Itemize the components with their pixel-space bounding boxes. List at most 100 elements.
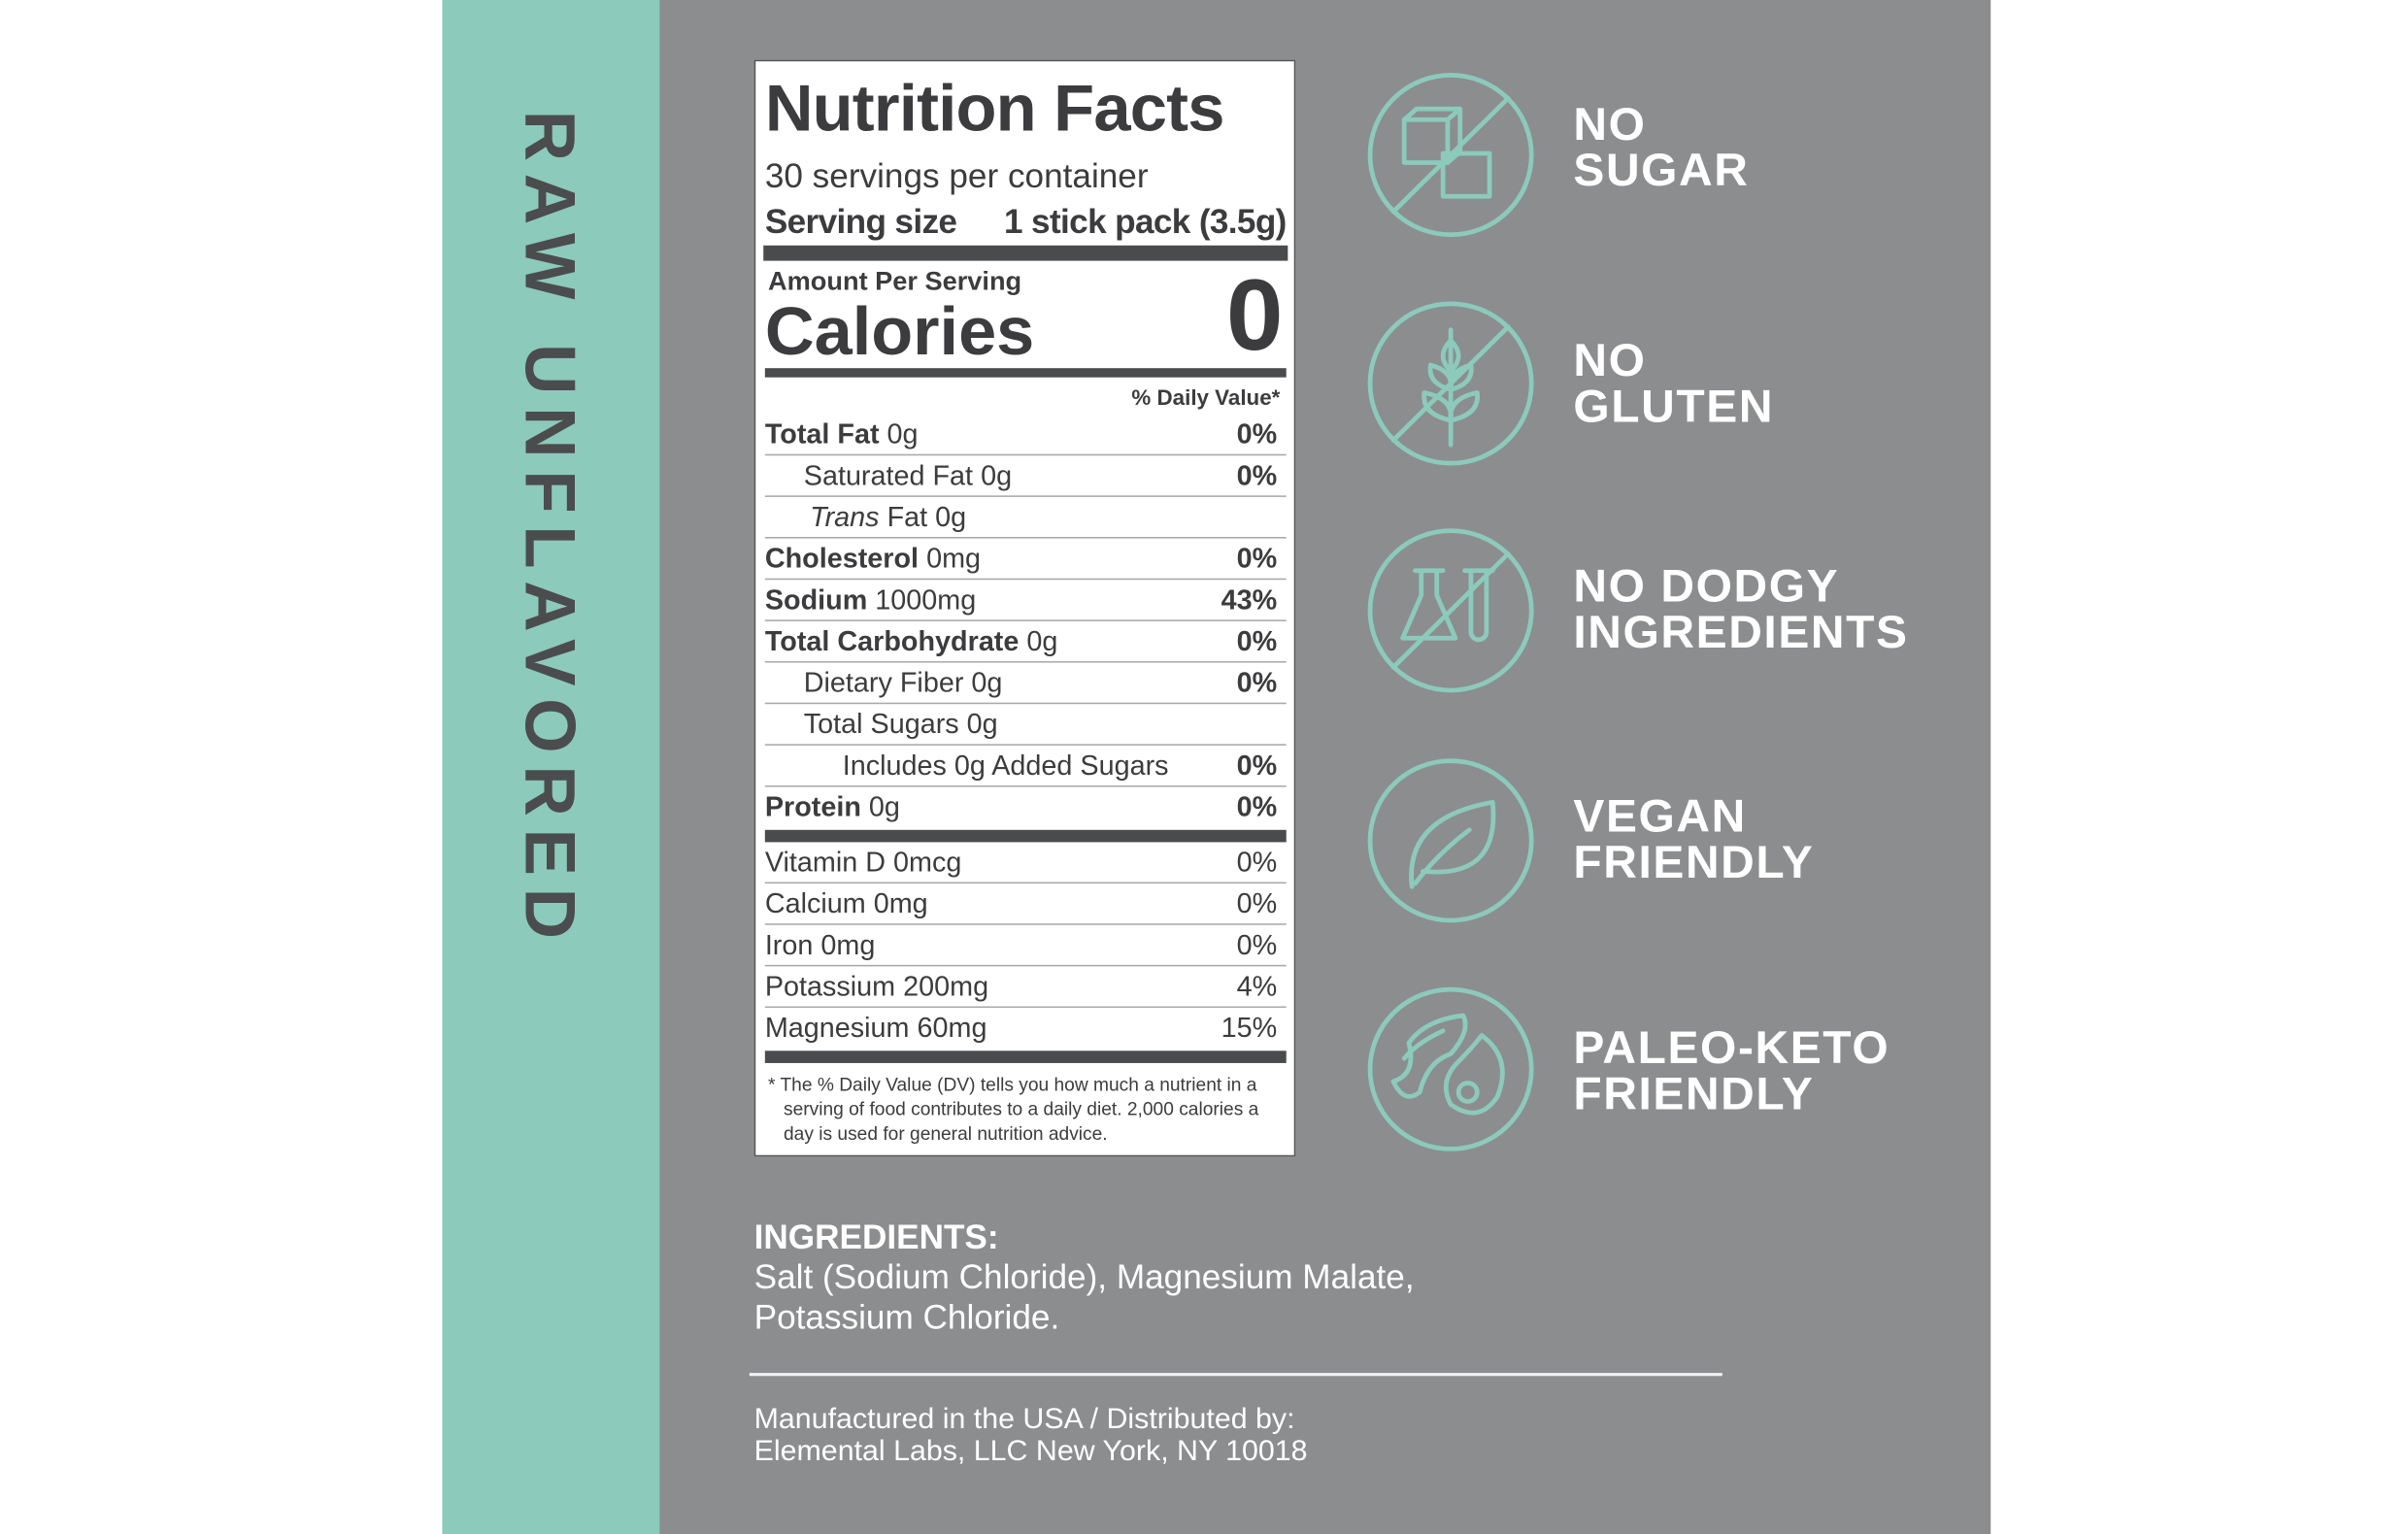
icon-no-sugar (1367, 73, 1534, 238)
nutrient: Magnesium 60mg (765, 1008, 987, 1048)
nutrient-dv: 0% (1236, 847, 1278, 878)
nutrient-name: Sodium (764, 584, 868, 616)
nutrient-row: Magnesium 60mg 15% (764, 1006, 1287, 1048)
claim: NO GLUTEN (1573, 336, 1775, 433)
claim-line: PALEO-KETO (1573, 1022, 1890, 1074)
divider (764, 829, 1287, 843)
nutrient-name: Iron (764, 929, 814, 961)
nutrient-name: Total Fat (764, 418, 880, 450)
nutrient-row: Potassium 200mg 4% (764, 964, 1287, 1007)
nutrient-name: Total Sugars (803, 708, 959, 740)
manufacturer-line: Elemental Labs, LLC New York, NY 10018 (753, 1435, 1308, 1469)
nutrient-row: Dietary Fiber 0g 0% (764, 660, 1287, 703)
nutrient-amount: 0mg (820, 929, 876, 961)
nutrient-name: Dietary Fiber (803, 667, 964, 698)
nutrient: Dietary Fiber 0g (804, 663, 1003, 703)
claim-line: NO (1573, 99, 1647, 150)
claim: NO DODGY INGREDIENTS (1573, 564, 1908, 656)
nutrient-name: Calcium (764, 887, 866, 919)
nutrient-amount: 0mg (873, 887, 928, 919)
nutrient: Sodium 1000mg (765, 580, 976, 619)
claim: VEGAN FRIENDLY (1573, 794, 1814, 886)
nutrient: Cholesterol 0mg (765, 539, 981, 579)
divider (764, 368, 1287, 378)
claim: NO SUGAR (1573, 99, 1750, 197)
divider (763, 245, 1288, 261)
manufacturer-line: Manufactured in the USA / Distributed by… (753, 1403, 1295, 1436)
nutrition-title: Nutrition Facts (764, 72, 1225, 147)
serving-size-value: 1 stick pack (3.5g) (1004, 202, 1287, 242)
claim-line: NO (1573, 336, 1647, 387)
nutrient-name: Total Carbohydrate (764, 625, 1020, 657)
nutrient-dv: 0% (1236, 929, 1278, 961)
nutrient: Total Fat 0g (765, 415, 919, 454)
ingredients-text: Salt (Sodium Chloride), Magnesium Malate… (753, 1257, 1415, 1337)
nutrient-amount: 0g (981, 460, 1013, 491)
footnote: * The % Daily Value (DV) tells you how m… (768, 1074, 1259, 1145)
icon-vegan (1367, 758, 1534, 923)
nutrient: Total Carbohydrate 0g (765, 621, 1058, 661)
nutrient-dv: 4% (1236, 971, 1278, 1002)
icon-no-dodgy (1367, 528, 1534, 693)
nutrient: Calcium 0mg (765, 884, 928, 923)
nutrient: Protein 0g (765, 787, 900, 827)
side-strip (442, 0, 660, 1534)
nutrient-amount: 1000mg (875, 584, 977, 616)
icon-no-gluten (1367, 301, 1534, 466)
nutrient-row: Total Sugars 0g (764, 702, 1287, 745)
nutrient-name: Saturated Fat (803, 460, 974, 491)
claim-line: VEGAN (1573, 791, 1747, 843)
claim-line: FRIENDLY (1573, 837, 1815, 888)
nutrient-amount: Fat 0g (886, 501, 967, 533)
amount-per-serving: Amount Per Serving (768, 266, 1022, 296)
divider (764, 1050, 1287, 1063)
nutrient-amount: 0mg (926, 543, 982, 574)
icon-paleo-keto (1367, 986, 1534, 1151)
serving-size: Serving size 1 stick pack (3.5g) (764, 199, 1288, 245)
claim-line: FRIENDLY (1573, 1069, 1815, 1120)
nutrient-row: Sodium 1000mg 43% (764, 578, 1287, 620)
nutrient-name: Includes 0g Added Sugars (842, 750, 1169, 782)
nutrient-row: Trans Fat 0g (764, 495, 1287, 537)
nutrient: Saturated Fat 0g (804, 455, 1012, 495)
nutrient-row: Cholesterol 0mg 0% (764, 537, 1287, 579)
nutrient-dv: 0% (1236, 418, 1278, 450)
nutrient-row: Calcium 0mg 0% (764, 882, 1287, 924)
nutrient-name: Protein (764, 791, 861, 822)
nutrient: Iron 0mg (765, 925, 876, 965)
rule (749, 1373, 1722, 1377)
serving-size-label: Serving size (764, 202, 957, 242)
calories-value: 0 (1225, 257, 1284, 372)
claim-line: SUGAR (1573, 146, 1750, 197)
nutrient-dv: 0% (1236, 887, 1278, 919)
nutrient-row: Vitamin D 0mcg 0% (765, 842, 1287, 882)
calories-block: Amount Per Serving Calories 0 (764, 257, 1287, 372)
ingredients-heading: INGREDIENTS: (753, 1217, 999, 1257)
nutrient: Total Sugars 0g (804, 704, 998, 744)
nutrient-name: Cholesterol (764, 543, 920, 574)
nutrient-row: Iron 0mg 0% (764, 923, 1287, 965)
nutrient-amount: 0g (971, 667, 1003, 698)
nutrient-name: Vitamin D (764, 847, 886, 878)
nutrient: Potassium 200mg (765, 966, 988, 1006)
claim-line: NO DODGY (1573, 561, 1840, 613)
nutrient: Vitamin D 0mcg (765, 842, 962, 882)
nutrient-dv: 0% (1236, 625, 1278, 657)
nutrient-row: Includes 0g Added Sugars 0% (764, 744, 1287, 785)
dv-header: % Daily Value* (1131, 384, 1281, 410)
nutrient-dv: 0% (1236, 667, 1278, 698)
nutrient-dv: 43% (1221, 584, 1278, 616)
nutrient-amount: 0g (886, 418, 919, 450)
nutrient-row: Protein 0g 0% (764, 784, 1287, 827)
nutrient-dv: 0% (1236, 460, 1278, 491)
calories-label: Calories (764, 294, 1035, 370)
servings: 30 servings per container (764, 156, 1149, 195)
manufacturer: Manufactured in the USA / Distributed by… (754, 1404, 1308, 1468)
nutrient-name: Potassium (764, 971, 896, 1002)
nutrient-dv: 0% (1236, 543, 1278, 574)
claim-line: GLUTEN (1573, 382, 1775, 433)
nutrient-amount: 200mg (903, 971, 989, 1002)
